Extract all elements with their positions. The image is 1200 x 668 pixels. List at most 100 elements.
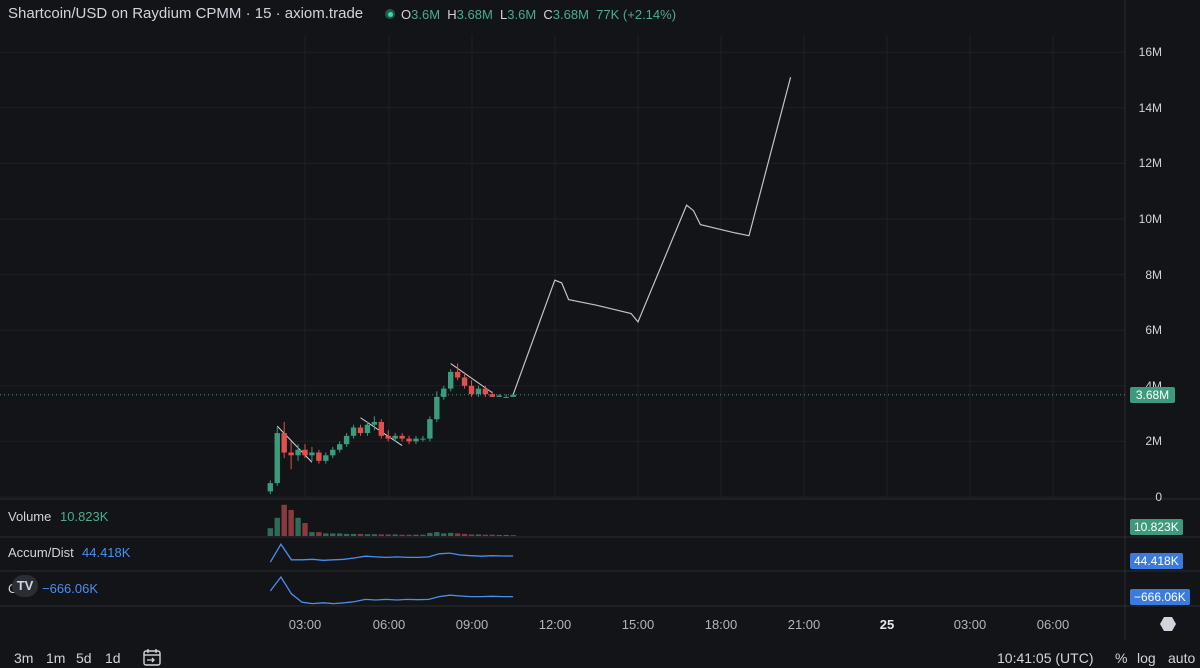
time-tick-label: 06:00 [372, 617, 406, 632]
price-chart[interactable] [0, 0, 1200, 640]
volume-bar [489, 534, 496, 536]
change-value: 77K (+2.14%) [596, 7, 677, 22]
candle-body [489, 394, 496, 397]
volume-bar [371, 534, 378, 536]
volume-bar [336, 533, 343, 536]
projection-line [276, 77, 792, 463]
candle-body [323, 455, 329, 461]
time-tick-label: 12:00 [538, 617, 572, 632]
candle-body [350, 427, 357, 436]
open-value: 3.6M [411, 7, 441, 22]
volume-bar [364, 534, 371, 536]
volume-bar [309, 532, 315, 536]
candle-body [434, 396, 440, 420]
accum-dist-badge: 44.418K [1130, 553, 1183, 569]
percent-toggle[interactable]: % [1115, 650, 1128, 666]
candle-body [392, 435, 398, 439]
auto-toggle[interactable]: auto [1168, 650, 1196, 666]
time-tick-label: 03:00 [953, 617, 987, 632]
high-key: H [447, 7, 457, 22]
volume-bar [461, 533, 468, 536]
volume-bar [434, 532, 440, 536]
volume-bar [330, 533, 336, 536]
tradingview-logo[interactable]: TV [12, 575, 38, 597]
range-3m-button[interactable]: 3m [14, 650, 34, 666]
candle-body [302, 449, 308, 456]
range-1d-button[interactable]: 1d [105, 650, 121, 666]
last-price-badge: 3.68M [1130, 387, 1175, 403]
volume-bars [267, 504, 516, 536]
candle-body [427, 419, 433, 439]
candle-body [316, 452, 322, 461]
candle-body [267, 483, 274, 492]
chart-grid [0, 0, 1200, 640]
volume-bar [302, 523, 308, 536]
candle-body [413, 438, 419, 442]
market-status-icon [385, 9, 395, 19]
close-value: 3.68M [552, 7, 589, 22]
price-tick-label: 8M [1145, 267, 1162, 282]
candle-body [309, 452, 315, 456]
volume-bar [378, 534, 385, 536]
candle-body [357, 427, 364, 434]
utc-clock[interactable]: 10:41:05 (UTC) [997, 650, 1094, 666]
candle-body [475, 388, 482, 395]
volume-bar [420, 534, 426, 536]
goto-date-icon[interactable] [142, 647, 162, 667]
volume-bar [357, 533, 364, 536]
volume-bar [496, 534, 502, 536]
chart-title: Shartcoin/USD on Raydium CPMM · 15 · axi… [8, 5, 364, 22]
time-tick-label: 15:00 [621, 617, 655, 632]
candle-body [461, 377, 468, 386]
volume-bar [295, 517, 301, 536]
range-1m-button[interactable]: 1m [46, 650, 66, 666]
time-tick-label: 21:00 [787, 617, 821, 632]
time-tick-label: 06:00 [1036, 617, 1070, 632]
high-value: 3.68M [456, 7, 493, 22]
ohlc-readout: O3.6M H3.68M L3.6M C3.68M 77K (+2.14%) [401, 7, 676, 22]
candle-body [441, 388, 447, 397]
low-key: L [500, 7, 508, 22]
price-tick-label: 2M [1145, 434, 1162, 449]
price-tick-label: 6M [1145, 323, 1162, 338]
candle-body [364, 424, 371, 434]
volume-bar [503, 534, 509, 536]
volume-bar [274, 517, 280, 536]
candles-layer [267, 363, 516, 495]
volume-bar [323, 533, 329, 536]
volume-bar [454, 533, 461, 536]
candle-body [420, 438, 426, 440]
projection-path [512, 77, 792, 395]
candle-body [510, 394, 516, 397]
candle-body [447, 371, 454, 389]
candle-body [496, 395, 502, 397]
candle-body [454, 371, 461, 378]
price-tick-label: 12M [1138, 156, 1162, 171]
obv-badge: −666.06K [1130, 589, 1190, 605]
obv-line [269, 575, 514, 605]
settings-hex-icon[interactable] [1160, 616, 1176, 632]
low-value: 3.6M [507, 7, 537, 22]
volume-badge: 10.823K [1130, 519, 1183, 535]
candle-body [482, 388, 489, 395]
indicator-lines [269, 542, 514, 605]
obv-value: −666.06K [42, 581, 99, 596]
range-5d-button[interactable]: 5d [76, 650, 92, 666]
open-key: O [401, 7, 412, 22]
volume-bar [475, 534, 482, 536]
volume-bar [392, 534, 398, 536]
volume-bar [350, 533, 357, 536]
log-toggle[interactable]: log [1137, 650, 1156, 666]
time-tick-label: 03:00 [288, 617, 322, 632]
accum-dist-value: 44.418K [82, 545, 131, 560]
candle-body [343, 435, 350, 445]
time-tick-label: 09:00 [455, 617, 489, 632]
time-tick-label: 25 [879, 617, 895, 632]
time-tick-label: 18:00 [704, 617, 738, 632]
candle-body [503, 396, 509, 398]
candle-body [371, 421, 378, 425]
candle-body [468, 385, 475, 395]
volume-bar [316, 532, 322, 536]
close-key: C [543, 7, 553, 22]
volume-bar [482, 534, 489, 536]
